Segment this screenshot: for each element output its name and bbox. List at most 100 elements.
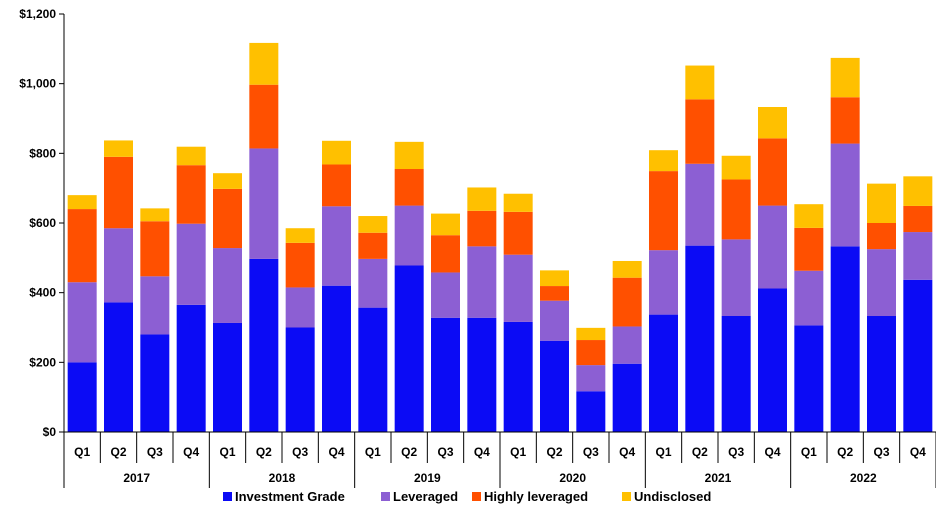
bar-segment-highly-leveraged [213,188,242,249]
year-label: 2017 [123,471,150,485]
bar-segment-highly-leveraged [867,223,896,250]
bar-segment-highly-leveraged [394,169,424,206]
bar-segment-highly-leveraged [540,286,569,301]
bar-segment-leveraged [140,276,170,335]
y-tick-label: $600 [29,216,56,230]
bar-segment-leveraged [322,206,351,286]
x-tick-label: Q4 [474,445,490,459]
bar-segment-highly-leveraged [721,179,751,240]
legend-item-highly-leveraged: Highly leveraged [472,489,588,504]
bar-segment-leveraged [249,148,279,259]
x-tick-label: Q2 [692,445,708,459]
bar-segment-highly-leveraged [576,340,606,366]
bar-segment-undisclosed [431,213,460,236]
bar-segment-investment-grade [140,334,170,432]
y-tick-label: $0 [43,425,57,439]
y-axis: $0 $200 $400 $600 $800 $1,000 $1,200 [19,7,64,439]
x-tick-label: Q2 [837,445,853,459]
bar-segment-investment-grade [67,362,97,432]
x-axis: Q1 Q2 Q3 Q4 Q1 Q2 Q3 Q4 Q1 Q2 Q3 Q4 Q1 Q2 Q3 Q4 Q1 Q2 Q3 Q4… [63,432,936,488]
legend-label: Investment Grade [235,489,345,504]
bar-segment-undisclosed [721,155,751,180]
bar-segment-investment-grade [721,316,751,432]
bar-segment-undisclosed [867,183,896,223]
bar-segment-leveraged [176,223,206,305]
bar-segment-leveraged [467,246,497,318]
bar-segment-leveraged [758,205,787,289]
bar-segment-investment-grade [649,314,678,432]
bar-segment-highly-leveraged [358,232,388,259]
bar-segment-leveraged [394,205,424,266]
bar-segment-highly-leveraged [685,99,715,164]
legend-item-investment-grade: Investment Grade [223,489,345,504]
x-tick-label: Q1 [510,445,526,459]
bar-segment-undisclosed [685,65,715,100]
bar-series [67,42,933,432]
bar-segment-undisclosed [249,42,279,85]
bar-segment-investment-grade [358,307,388,432]
x-tick-label: Q3 [147,445,163,459]
legend-swatch [223,492,232,501]
legend-label: Undisclosed [634,489,711,504]
year-label: 2018 [269,471,296,485]
bar-segment-undisclosed [322,140,351,165]
bar-segment-leveraged [721,239,751,316]
bar-segment-highly-leveraged [176,165,206,224]
bar-segment-highly-leveraged [612,277,642,327]
bar-segment-leveraged [67,282,97,363]
bar-segment-highly-leveraged [322,164,351,207]
bar-segment-undisclosed [903,176,933,206]
x-tick-label: Q1 [365,445,381,459]
x-tick-label: Q3 [437,445,453,459]
bar-segment-undisclosed [576,327,606,341]
legend-item-leveraged: Leveraged [381,489,458,504]
bar-segment-investment-grade [104,302,133,432]
bar-segment-undisclosed [612,260,642,278]
y-tick-label: $800 [29,146,56,160]
bar-segment-undisclosed [213,173,242,189]
bar-segment-highly-leveraged [104,156,133,229]
legend-swatch [472,492,481,501]
x-tick-label: Q1 [219,445,235,459]
legend-label: Highly leveraged [484,489,588,504]
bar-segment-investment-grade [213,322,242,432]
bar-segment-highly-leveraged [140,221,170,277]
bar-segment-investment-grade [867,316,896,432]
bar-segment-highly-leveraged [285,242,315,288]
year-label: 2020 [559,471,586,485]
bar-segment-investment-grade [685,245,715,432]
bar-segment-investment-grade [322,285,351,432]
bar-segment-undisclosed [758,107,787,139]
bar-segment-leveraged [285,287,315,328]
bar-segment-highly-leveraged [431,235,460,273]
legend: Investment Grade Leveraged Highly leverage… [223,489,711,504]
x-tick-label: Q1 [74,445,90,459]
bar-segment-undisclosed [140,208,170,222]
x-tick-label: Q2 [256,445,272,459]
legend-swatch [381,492,390,501]
bar-segment-investment-grade [758,288,787,432]
bar-segment-investment-grade [431,317,460,432]
bar-segment-leveraged [794,270,824,326]
legend-swatch [622,492,631,501]
bar-segment-undisclosed [794,204,824,228]
x-tick-label: Q1 [801,445,817,459]
bar-segment-leveraged [576,365,606,392]
bar-segment-highly-leveraged [503,211,533,255]
bar-segment-investment-grade [394,265,424,432]
bar-segment-leveraged [830,143,860,247]
bar-segment-undisclosed [67,195,97,210]
bar-segment-investment-grade [285,327,315,432]
bar-segment-leveraged [431,272,460,318]
bar-segment-leveraged [649,250,678,315]
x-tick-label: Q3 [292,445,308,459]
bar-segment-highly-leveraged [830,97,860,144]
bar-segment-investment-grade [612,363,642,432]
legend-item-undisclosed: Undisclosed [622,489,711,504]
bar-segment-leveraged [903,232,933,280]
bar-segment-undisclosed [467,187,497,211]
y-tick-label: $400 [29,286,56,300]
bar-segment-leveraged [612,326,642,364]
